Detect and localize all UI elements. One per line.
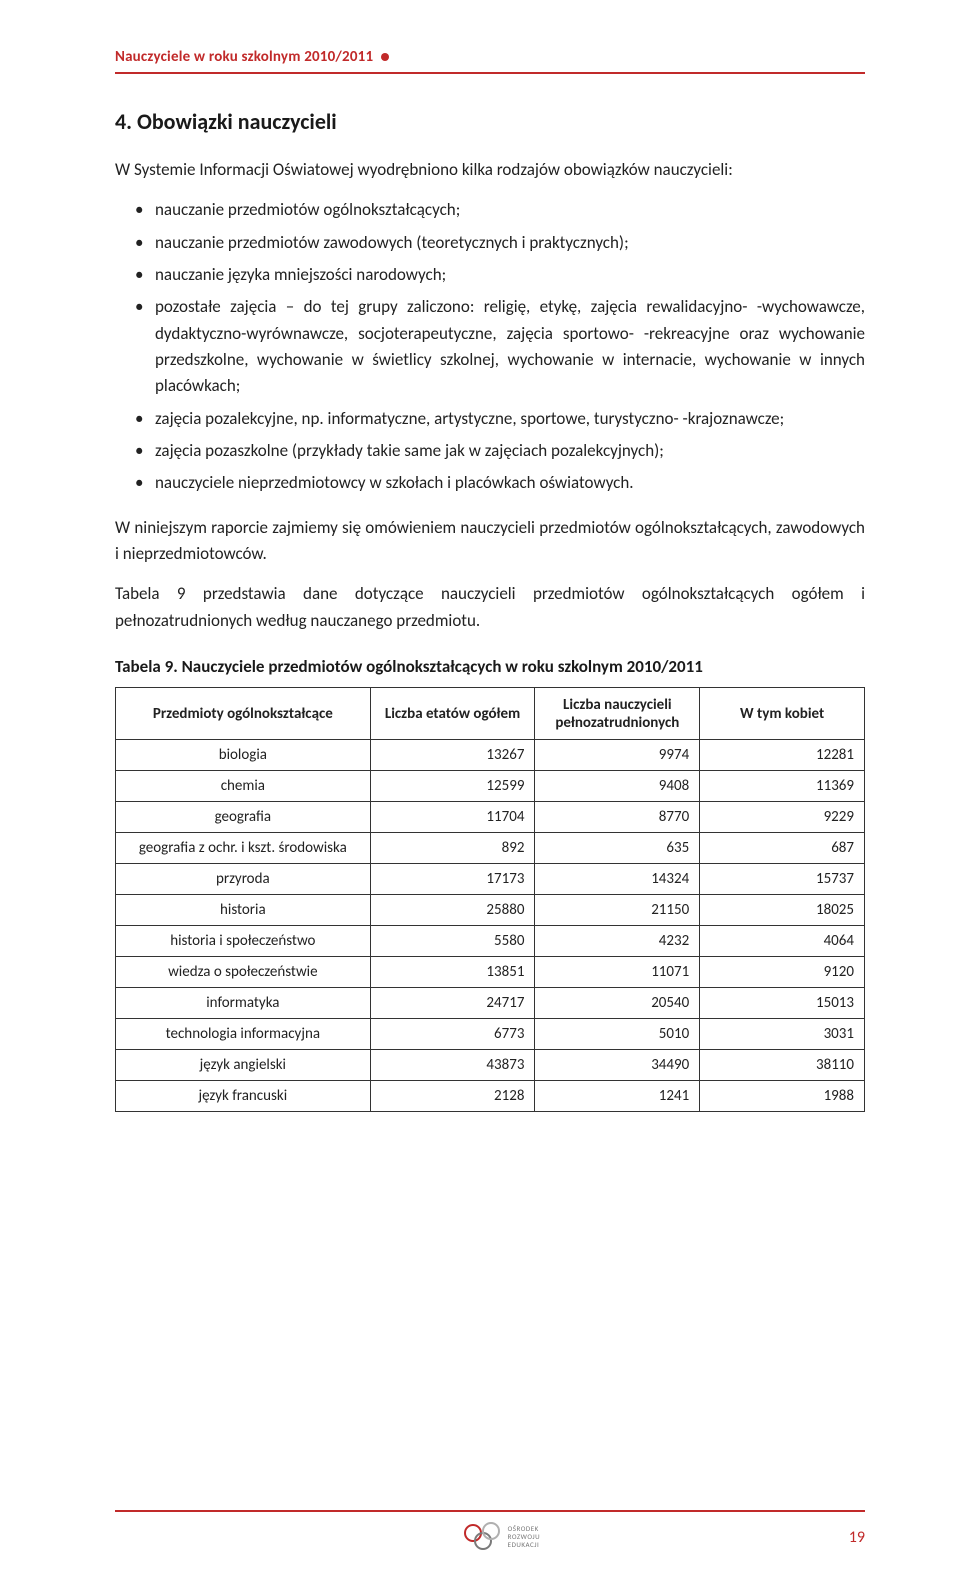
cell-value: 11071	[535, 957, 700, 988]
table-caption: Tabela 9. Nauczyciele przedmiotów ogólno…	[115, 656, 865, 677]
paragraph-1: W niniejszym raporcie zajmiemy się omówi…	[115, 515, 865, 568]
cell-value: 14324	[535, 864, 700, 895]
section-title: 4. Obowiązki nauczycieli	[115, 108, 865, 135]
cell-value: 3031	[700, 1019, 865, 1050]
cell-value: 21150	[535, 895, 700, 926]
list-item: pozostałe zajęcia – do tej grupy zaliczo…	[115, 294, 865, 399]
col-subject: Przedmioty ogólnokształcące	[116, 688, 371, 740]
cell-value: 9229	[700, 802, 865, 833]
col-etatow: Liczba etatów ogółem	[370, 688, 535, 740]
cell-value: 13267	[370, 740, 535, 771]
cell-value: 4064	[700, 926, 865, 957]
cell-subject: wiedza o społeczeństwie	[116, 957, 371, 988]
table-row: geografia1170487709229	[116, 802, 865, 833]
cell-value: 15013	[700, 988, 865, 1019]
subjects-table: Przedmioty ogólnokształcące Liczba etató…	[115, 687, 865, 1112]
list-item: nauczanie języka mniejszości narodowych;	[115, 262, 865, 288]
cell-subject: historia i społeczeństwo	[116, 926, 371, 957]
cell-subject: historia	[116, 895, 371, 926]
cell-value: 34490	[535, 1050, 700, 1081]
cell-value: 892	[370, 833, 535, 864]
cell-value: 2128	[370, 1081, 535, 1112]
table-row: biologia13267997412281	[116, 740, 865, 771]
list-item: zajęcia pozalekcyjne, np. informatyczne,…	[115, 406, 865, 432]
table-row: wiedza o społeczeństwie13851110719120	[116, 957, 865, 988]
page-footer: OŚRODEK ROZWOJU EDUKACJI 19	[115, 1510, 865, 1552]
cell-value: 11369	[700, 771, 865, 802]
table-row: historia i społeczeństwo558042324064	[116, 926, 865, 957]
cell-subject: biologia	[116, 740, 371, 771]
page-number: 19	[849, 1528, 865, 1547]
table-row: chemia12599940811369	[116, 771, 865, 802]
cell-subject: informatyka	[116, 988, 371, 1019]
table-row: technologia informacyjna677350103031	[116, 1019, 865, 1050]
cell-value: 8770	[535, 802, 700, 833]
table-row: język angielski438733449038110	[116, 1050, 865, 1081]
section-intro: W Systemie Informacji Oświatowej wyodręb…	[115, 157, 865, 183]
cell-value: 38110	[700, 1050, 865, 1081]
cell-value: 17173	[370, 864, 535, 895]
paragraph-2: Tabela 9 przedstawia dane dotyczące nauc…	[115, 581, 865, 634]
cell-value: 13851	[370, 957, 535, 988]
cell-value: 18025	[700, 895, 865, 926]
cell-subject: geografia z ochr. i kszt. środowiska	[116, 833, 371, 864]
cell-value: 635	[535, 833, 700, 864]
footer-divider	[115, 1510, 865, 1512]
cell-subject: geografia	[116, 802, 371, 833]
cell-value: 5580	[370, 926, 535, 957]
ore-logo: OŚRODEK ROZWOJU EDUKACJI	[464, 1522, 540, 1552]
logo-line-3: EDUKACJI	[508, 1541, 540, 1549]
cell-value: 20540	[535, 988, 700, 1019]
cell-value: 43873	[370, 1050, 535, 1081]
cell-value: 9974	[535, 740, 700, 771]
cell-value: 25880	[370, 895, 535, 926]
table-header-row: Przedmioty ogólnokształcące Liczba etató…	[116, 688, 865, 740]
cell-subject: język francuski	[116, 1081, 371, 1112]
cell-value: 15737	[700, 864, 865, 895]
cell-value: 1988	[700, 1081, 865, 1112]
col-kobiet: W tym kobiet	[700, 688, 865, 740]
list-item: nauczanie przedmiotów ogólnokształcących…	[115, 197, 865, 223]
obligations-list: nauczanie przedmiotów ogólnokształcących…	[115, 197, 865, 496]
rings-icon	[464, 1522, 500, 1552]
cell-subject: język angielski	[116, 1050, 371, 1081]
table-row: informatyka247172054015013	[116, 988, 865, 1019]
header-divider	[115, 72, 865, 74]
cell-subject: chemia	[116, 771, 371, 802]
cell-subject: technologia informacyjna	[116, 1019, 371, 1050]
table-row: historia258802115018025	[116, 895, 865, 926]
col-pelno: Liczba nauczycieli pełnozatrudnionych	[535, 688, 700, 740]
list-item: zajęcia pozaszkolne (przykłady takie sam…	[115, 438, 865, 464]
cell-value: 6773	[370, 1019, 535, 1050]
list-item: nauczanie przedmiotów zawodowych (teoret…	[115, 230, 865, 256]
bullet-icon	[381, 53, 389, 61]
running-title: Nauczyciele w roku szkolnym 2010/2011	[115, 48, 373, 66]
cell-value: 9408	[535, 771, 700, 802]
cell-value: 687	[700, 833, 865, 864]
table-row: geografia z ochr. i kszt. środowiska8926…	[116, 833, 865, 864]
cell-value: 9120	[700, 957, 865, 988]
cell-value: 4232	[535, 926, 700, 957]
cell-subject: przyroda	[116, 864, 371, 895]
cell-value: 12281	[700, 740, 865, 771]
table-row: język francuski212812411988	[116, 1081, 865, 1112]
cell-value: 12599	[370, 771, 535, 802]
cell-value: 24717	[370, 988, 535, 1019]
running-header: Nauczyciele w roku szkolnym 2010/2011	[115, 48, 865, 66]
table-row: przyroda171731432415737	[116, 864, 865, 895]
cell-value: 11704	[370, 802, 535, 833]
cell-value: 1241	[535, 1081, 700, 1112]
list-item: nauczyciele nieprzedmiotowcy w szkołach …	[115, 470, 865, 496]
cell-value: 5010	[535, 1019, 700, 1050]
